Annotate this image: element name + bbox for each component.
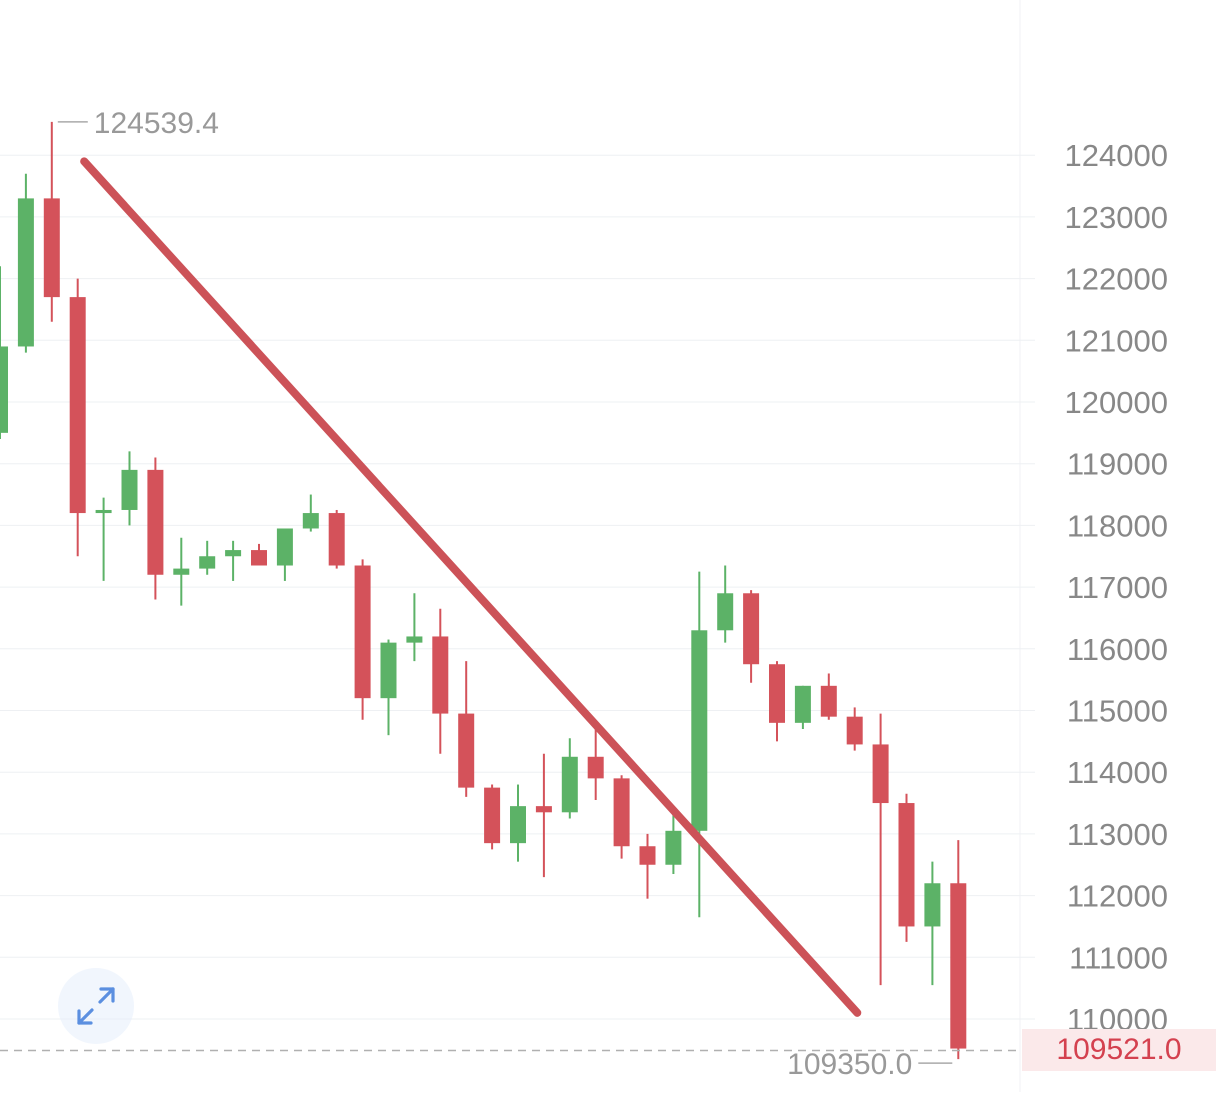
candle-body xyxy=(510,806,526,844)
candle-body xyxy=(691,630,708,831)
candle-body xyxy=(251,550,267,566)
y-tick-label: 117000 xyxy=(1067,570,1168,605)
candle-body xyxy=(484,787,501,844)
candle-body xyxy=(535,806,552,813)
low-price-label: 109350.0 xyxy=(787,1048,912,1081)
candle-body xyxy=(354,565,371,699)
candle-body xyxy=(950,883,967,1049)
candle-body xyxy=(898,803,915,927)
y-tick-label: 112000 xyxy=(1067,879,1168,914)
candle-body xyxy=(225,550,242,557)
candle-body xyxy=(276,528,293,566)
candle-body xyxy=(743,593,760,665)
high-price-label: 124539.4 xyxy=(94,107,219,140)
candle-body xyxy=(380,642,397,699)
candle-body xyxy=(639,846,656,865)
candle-body xyxy=(147,469,164,575)
candle-body xyxy=(43,198,60,298)
candle-body xyxy=(561,756,578,813)
expand-diagonal-icon xyxy=(77,987,115,1025)
y-tick-label: 114000 xyxy=(1067,755,1168,790)
candle-body xyxy=(872,744,889,804)
y-tick-label: 124000 xyxy=(1065,138,1168,173)
candle-body xyxy=(432,636,449,714)
trendline[interactable] xyxy=(80,157,862,1017)
candle-body xyxy=(302,513,319,529)
y-tick-label: 123000 xyxy=(1065,200,1168,235)
candle-body xyxy=(17,198,34,347)
candle-body xyxy=(406,636,423,643)
y-tick-label: 111000 xyxy=(1069,940,1168,975)
candle-body xyxy=(846,716,863,745)
candle-body xyxy=(173,568,190,575)
candle-body xyxy=(665,830,682,865)
candle-body xyxy=(69,297,86,514)
candle-body xyxy=(717,593,734,631)
y-tick-label: 121000 xyxy=(1065,323,1168,358)
expand-chart-button[interactable] xyxy=(58,968,134,1044)
candle-body xyxy=(587,756,604,779)
y-tick-label: 116000 xyxy=(1067,632,1168,667)
candle-body xyxy=(924,883,941,927)
candle-body xyxy=(769,664,785,723)
candle-body xyxy=(458,713,475,788)
candle-body xyxy=(199,556,216,569)
y-tick-label: 113000 xyxy=(1067,817,1168,852)
y-tick-label: 119000 xyxy=(1067,447,1168,482)
candle-body xyxy=(95,509,112,514)
candle-body xyxy=(328,513,345,566)
y-tick-label: 122000 xyxy=(1065,262,1168,297)
candle-body xyxy=(794,685,811,723)
y-tick-label: 118000 xyxy=(1067,508,1168,543)
y-tick-label: 115000 xyxy=(1067,694,1168,729)
candle-body xyxy=(121,469,138,510)
candle-body xyxy=(820,685,837,717)
candle-body xyxy=(613,778,630,847)
candle-body xyxy=(0,346,8,433)
current-price-badge: 109521.0 xyxy=(1022,1029,1216,1071)
current-price-label: 109521.0 xyxy=(1056,1033,1182,1066)
y-tick-label: 120000 xyxy=(1065,385,1168,420)
